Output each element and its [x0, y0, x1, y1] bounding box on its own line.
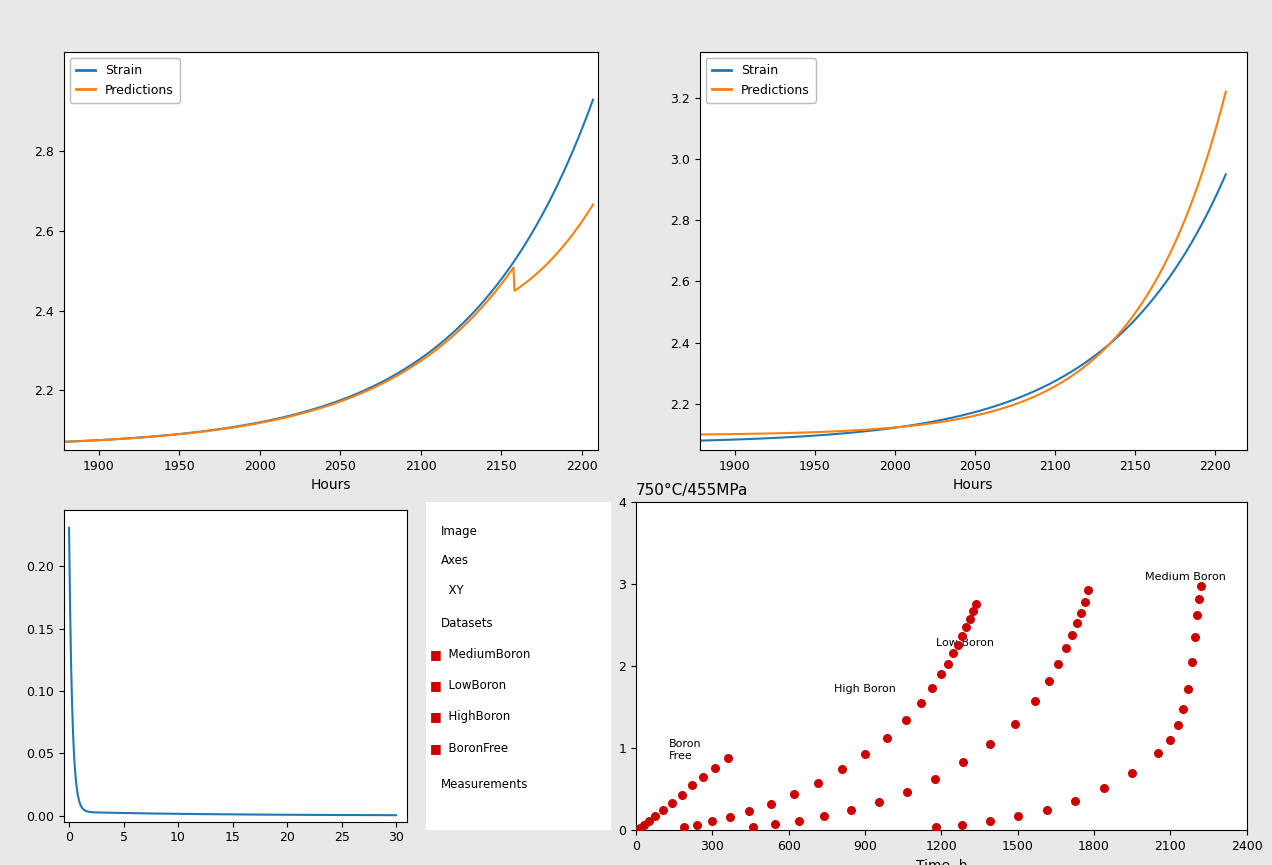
Text: High Boron: High Boron	[834, 684, 897, 694]
Point	[720, 811, 740, 824]
Point	[957, 620, 977, 634]
Point	[1184, 631, 1205, 644]
Point	[937, 657, 958, 670]
X-axis label: Hours: Hours	[953, 478, 993, 492]
Point	[1048, 657, 1068, 671]
Text: Image: Image	[441, 525, 478, 538]
X-axis label: Time, h: Time, h	[916, 859, 967, 865]
Point	[869, 795, 889, 809]
Point	[1007, 810, 1028, 823]
Text: Low Boron: Low Boron	[936, 638, 995, 648]
Point	[1191, 579, 1211, 593]
Text: ■: ■	[430, 710, 441, 723]
Point	[1071, 606, 1091, 619]
Text: ■: ■	[430, 648, 441, 661]
Point	[922, 682, 943, 695]
Point	[944, 646, 964, 660]
Point	[951, 630, 972, 644]
Text: HighBoron: HighBoron	[441, 710, 510, 723]
Point	[1160, 733, 1180, 746]
Y-axis label: Strain, %: Strain, %	[599, 635, 613, 697]
Point	[926, 820, 946, 834]
Point	[1075, 595, 1095, 609]
Point	[911, 696, 931, 710]
Point	[963, 604, 983, 618]
Point	[951, 817, 972, 831]
Point	[661, 797, 682, 811]
Point	[855, 747, 875, 761]
Text: MediumBoron: MediumBoron	[441, 648, 530, 661]
Point	[1066, 617, 1086, 631]
Point	[979, 815, 1000, 829]
Point	[705, 761, 725, 775]
Point	[967, 597, 987, 611]
Point	[1005, 716, 1025, 730]
Text: BoronFree: BoronFree	[441, 741, 508, 754]
Point	[789, 814, 809, 828]
Point	[895, 714, 916, 727]
Point	[1173, 702, 1193, 715]
Point	[814, 809, 834, 823]
Point	[1065, 794, 1085, 808]
Text: 750°C/455MPa: 750°C/455MPa	[636, 483, 748, 497]
Point	[784, 787, 804, 801]
Point	[925, 772, 945, 785]
Point	[1187, 608, 1207, 622]
Text: Measurements: Measurements	[441, 778, 528, 791]
Text: Boron
Free: Boron Free	[669, 739, 702, 760]
Point	[808, 776, 828, 790]
Point	[832, 762, 852, 776]
Point	[1037, 803, 1057, 817]
Point	[672, 788, 692, 802]
Point	[764, 817, 785, 830]
Point	[693, 770, 714, 784]
Text: LowBoron: LowBoron	[441, 679, 506, 692]
Point	[1178, 682, 1198, 696]
Point	[630, 821, 650, 835]
Point	[717, 751, 738, 765]
Point	[645, 809, 665, 823]
Text: ■: ■	[430, 679, 441, 692]
Point	[1056, 641, 1076, 655]
Point	[897, 785, 917, 798]
Point	[876, 731, 897, 745]
Point	[841, 803, 861, 817]
Point	[687, 817, 707, 831]
Text: Datasets: Datasets	[441, 617, 494, 630]
Point	[1062, 628, 1082, 642]
Point	[674, 820, 695, 834]
Point	[1147, 746, 1168, 760]
Point	[1122, 766, 1142, 780]
Point	[959, 612, 979, 626]
Point	[948, 638, 968, 651]
X-axis label: Hours: Hours	[310, 478, 351, 492]
Point	[953, 755, 973, 769]
Point	[739, 804, 759, 818]
Text: ■: ■	[430, 741, 441, 754]
Point	[931, 668, 951, 682]
Point	[1079, 584, 1099, 598]
Point	[653, 803, 673, 817]
Point	[1039, 674, 1060, 688]
Point	[761, 798, 781, 811]
Point	[682, 778, 702, 792]
Point	[1025, 694, 1046, 708]
Text: XY: XY	[441, 584, 463, 597]
Point	[979, 737, 1000, 751]
Point	[1094, 782, 1114, 796]
Point	[1189, 592, 1210, 606]
Point	[1182, 655, 1202, 669]
Legend: Strain, Predictions: Strain, Predictions	[706, 58, 815, 103]
Text: Axes: Axes	[441, 554, 469, 567]
Point	[639, 814, 659, 828]
Legend: Strain, Predictions: Strain, Predictions	[70, 58, 179, 103]
Point	[702, 815, 722, 829]
Point	[743, 820, 763, 834]
Text: Medium Boron: Medium Boron	[1145, 573, 1226, 582]
Point	[633, 817, 654, 831]
Point	[1168, 718, 1188, 732]
